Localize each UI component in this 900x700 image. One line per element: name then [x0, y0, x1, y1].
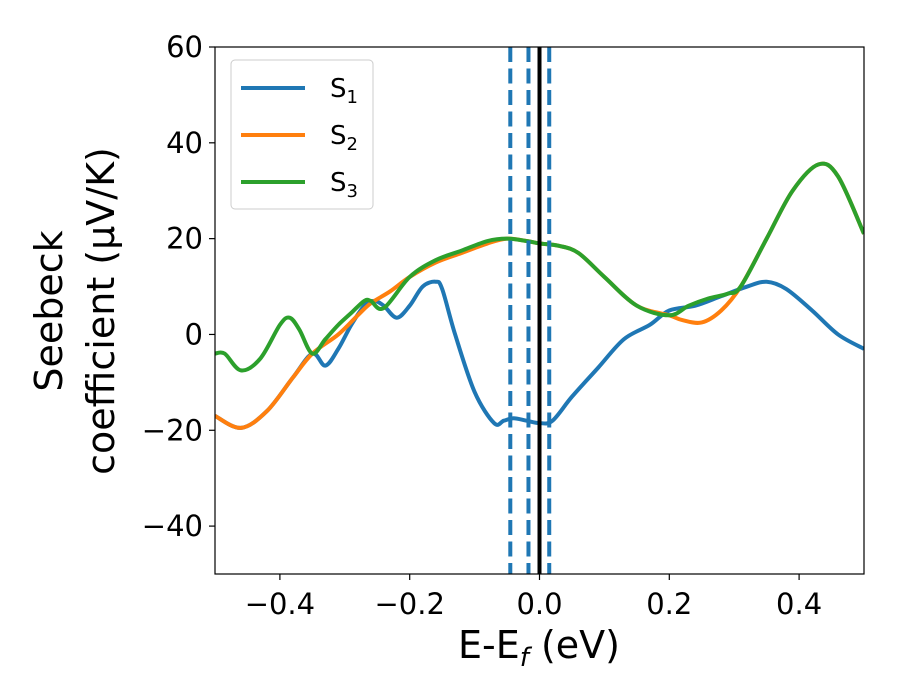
- x-tick-label: −0.4: [245, 587, 315, 621]
- series-layer: [215, 161, 864, 430]
- y-tick-label: −20: [142, 413, 203, 447]
- vline-layer: [508, 47, 552, 574]
- y-axis-title-line1: Seebeck: [27, 230, 71, 391]
- x-tick-label: 0.2: [646, 587, 692, 621]
- y-tick-label: 0: [185, 317, 203, 351]
- y-axis-title: Seebeck coefficient (μV/K): [27, 147, 123, 475]
- x-axis-title-main: E-E: [458, 623, 520, 667]
- y-axis-ticks: −40 −20 0 20 40 60: [142, 30, 215, 543]
- x-tick-label: −0.2: [374, 587, 444, 621]
- y-tick-label: 60: [166, 30, 203, 64]
- x-axis-title-unit: (eV): [529, 623, 620, 667]
- y-tick-label: 40: [166, 126, 203, 160]
- x-axis-title: E-Ef (eV): [458, 623, 620, 673]
- legend-label-s2: S2: [330, 121, 358, 155]
- legend: S1 S2 S3: [230, 59, 374, 210]
- y-tick-label: −40: [142, 509, 203, 543]
- y-tick-label: 20: [166, 222, 203, 256]
- legend-label-s1: S1: [330, 74, 358, 108]
- legend-label-s3: S3: [330, 168, 358, 202]
- x-tick-label: 0.0: [516, 587, 562, 621]
- x-axis-ticks: −0.4 −0.2 0.0 0.2 0.4: [245, 574, 822, 621]
- y-axis-title-line2: coefficient (μV/K): [79, 147, 123, 475]
- x-tick-label: 0.4: [776, 587, 822, 621]
- series-line-s3: [215, 161, 864, 373]
